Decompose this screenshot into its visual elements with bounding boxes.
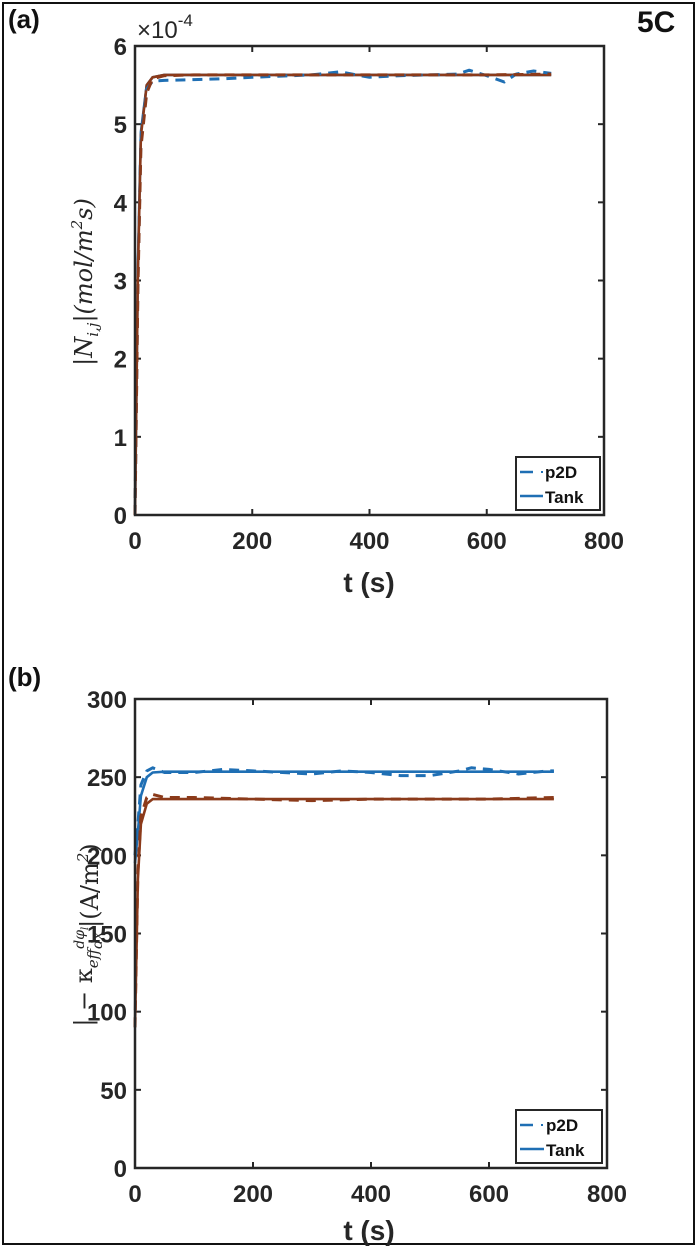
panel-b-y-ticks: 0 50 100 150 200 250 300 bbox=[87, 687, 607, 1183]
y-tick-label: 5 bbox=[114, 112, 127, 139]
x-tick-label: 600 bbox=[467, 528, 507, 555]
panel-a-label: (a) bbox=[8, 4, 40, 34]
x-tick-label: 800 bbox=[587, 1181, 627, 1208]
y-tick-label: 3 bbox=[114, 269, 127, 296]
series-line bbox=[133, 792, 554, 1028]
panel-a-xlabel: t (s) bbox=[343, 567, 394, 598]
y-tick-label: 2 bbox=[114, 347, 127, 374]
legend-item-p2d: p2D bbox=[546, 1116, 578, 1135]
y-tick-label: 50 bbox=[100, 1078, 127, 1105]
panel-b-series bbox=[133, 766, 554, 1028]
series-line bbox=[133, 766, 554, 856]
y-tick-label: 4 bbox=[114, 190, 128, 217]
x-tick-label: 200 bbox=[233, 1181, 273, 1208]
panel-a-axes-box bbox=[133, 44, 606, 517]
panel-a-legend: p2D Tank bbox=[515, 456, 601, 511]
panel-a-chart: ×10-4 |Ni,j|(mol/m2s) 0 1 2 3 4 5 6 0 200 400 600… bbox=[68, 11, 624, 598]
y-tick-label: 1 bbox=[114, 425, 127, 452]
panel-b-chart: | − κeffdφldx|(A/m2) 050100150200250300 … bbox=[70, 687, 627, 1246]
x-tick-label: 400 bbox=[349, 528, 389, 555]
x-tick-label: 400 bbox=[351, 1181, 391, 1208]
legend-item-tank: Tank bbox=[545, 488, 584, 507]
y-tick-label: 250 bbox=[87, 765, 127, 792]
legend-item-tank: Tank bbox=[546, 1141, 585, 1160]
series-line bbox=[133, 73, 552, 516]
series-line bbox=[133, 72, 552, 516]
panel-a-x-ticks: 0 200 400 600 800 bbox=[128, 46, 624, 555]
panel-b-legend: p2D Tank bbox=[515, 1109, 603, 1164]
panel-b-x-ticks: 0 200 400 600 800 bbox=[128, 699, 627, 1208]
panel-b-label: (b) bbox=[8, 662, 41, 692]
x-tick-label: 0 bbox=[128, 528, 141, 555]
panel-a-series bbox=[133, 68, 552, 516]
panel-a-exponent: ×10-4 bbox=[137, 11, 193, 44]
y-tick-label: 6 bbox=[114, 34, 127, 61]
x-tick-label: 800 bbox=[584, 528, 624, 555]
panel-b-xlabel: t (s) bbox=[343, 1215, 394, 1246]
y-tick-label: 0 bbox=[114, 1156, 127, 1183]
series-line bbox=[133, 797, 554, 1028]
y-tick-label: 100 bbox=[87, 1000, 127, 1027]
panel-b-axes-box bbox=[133, 697, 609, 1170]
y-tick-label: 150 bbox=[87, 922, 127, 949]
panel-b-ylabel: | − κeffdφldx|(A/m2) bbox=[70, 843, 106, 1026]
x-tick-label: 200 bbox=[232, 528, 272, 555]
legend-item-p2d: p2D bbox=[545, 463, 577, 482]
x-tick-label: 0 bbox=[128, 1181, 141, 1208]
y-tick-label: 200 bbox=[87, 843, 127, 870]
y-tick-label: 300 bbox=[87, 687, 127, 714]
panel-a-ylabel: |Ni,j|(mol/m2s) bbox=[68, 198, 102, 366]
series-line bbox=[133, 770, 554, 864]
x-tick-label: 600 bbox=[469, 1181, 509, 1208]
series-line bbox=[133, 73, 552, 516]
panel-a-y-ticks: 0 1 2 3 4 5 6 bbox=[114, 34, 604, 530]
figure-id-label: 5C bbox=[637, 6, 675, 39]
y-tick-label: 0 bbox=[114, 503, 127, 530]
series-line bbox=[133, 68, 552, 516]
